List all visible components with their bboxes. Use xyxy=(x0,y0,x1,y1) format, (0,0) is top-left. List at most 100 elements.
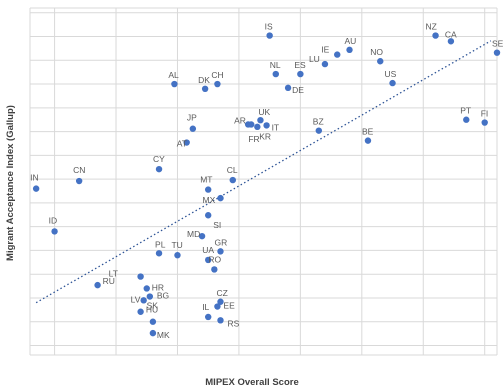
point-label-nl: NL xyxy=(270,60,281,70)
data-point-mk xyxy=(149,329,157,337)
data-point-id xyxy=(51,228,58,235)
data-point-nz xyxy=(432,32,439,39)
point-label-lu: LU xyxy=(309,54,320,64)
data-point-at xyxy=(183,139,190,146)
data-point-es xyxy=(297,70,304,78)
point-label-ru: RU xyxy=(103,276,115,286)
data-point-cl xyxy=(229,176,236,184)
point-label-cy: CY xyxy=(153,154,165,164)
point-label-at: AT xyxy=(177,139,187,149)
point-label-ee: EE xyxy=(223,301,235,311)
data-point-in xyxy=(32,185,40,192)
x-axis-title: MIPEX Overall Score xyxy=(205,377,298,388)
data-point-lv xyxy=(140,297,147,304)
point-label-gr: GR xyxy=(214,237,227,247)
point-label-is: IS xyxy=(265,22,273,32)
data-point-hu xyxy=(149,318,157,325)
point-label-be: BE xyxy=(362,127,374,137)
point-label-mt: MT xyxy=(200,175,212,185)
data-point-de xyxy=(284,84,292,92)
point-label-lt: LT xyxy=(109,269,118,279)
point-label-cn: CN xyxy=(73,165,85,175)
data-point-au xyxy=(346,46,353,54)
data-point-is xyxy=(266,32,273,39)
point-label-es: ES xyxy=(294,60,306,70)
point-label-hu: HU xyxy=(146,305,158,315)
data-point-dk xyxy=(201,85,209,93)
data-point-ca xyxy=(447,38,455,45)
point-label-kr: KR xyxy=(259,131,271,141)
point-label-it: IT xyxy=(272,122,280,132)
point-label-jp: JP xyxy=(187,113,197,123)
point-label-no: NO xyxy=(370,47,383,57)
data-point-ch xyxy=(214,80,221,88)
point-label-ua: UA xyxy=(202,245,214,255)
data-point-mx xyxy=(217,194,224,202)
point-label-fi: FI xyxy=(481,109,489,119)
data-point-cy xyxy=(155,165,163,173)
data-point-lt xyxy=(137,273,144,280)
data-point-rs xyxy=(217,317,224,324)
point-label-ro: RO xyxy=(208,254,221,264)
point-label-mk: MK xyxy=(157,330,170,340)
trendline xyxy=(35,40,492,304)
point-label-ar: AR xyxy=(234,115,246,125)
data-point-jp xyxy=(189,125,197,132)
data-point-mt xyxy=(204,186,212,193)
data-point-lu xyxy=(321,60,329,68)
point-label-us: US xyxy=(385,69,397,79)
point-label-de: DE xyxy=(292,85,304,95)
data-point-si xyxy=(204,212,212,219)
data-point-hr xyxy=(143,285,150,292)
data-point-pt xyxy=(463,116,470,123)
point-label-in: IN xyxy=(30,173,39,183)
data-point-no xyxy=(377,58,384,65)
point-label-ie: IE xyxy=(321,45,329,55)
data-point-us xyxy=(389,79,396,87)
point-label-uk: UK xyxy=(258,107,270,117)
data-point-ro xyxy=(211,266,218,273)
point-label-ch: CH xyxy=(211,70,223,80)
data-point-ua xyxy=(204,256,212,264)
point-label-cz: CZ xyxy=(216,288,227,298)
data-point-il xyxy=(204,313,212,321)
point-label-si: SI xyxy=(213,220,221,230)
data-point-it xyxy=(263,122,270,129)
data-point-al xyxy=(171,80,178,88)
point-label-id: ID xyxy=(49,215,58,225)
point-label-nz: NZ xyxy=(426,22,437,32)
data-point-md xyxy=(198,232,206,240)
point-label-lv: LV xyxy=(131,294,141,304)
data-point-gr xyxy=(217,248,224,255)
data-points xyxy=(32,32,501,337)
data-point-bg xyxy=(146,293,154,300)
data-point-ie xyxy=(334,51,341,58)
point-label-tu: TU xyxy=(171,240,182,250)
point-label-al: AL xyxy=(168,70,179,80)
point-label-au: AU xyxy=(345,36,357,46)
point-label-md: MD xyxy=(187,229,200,239)
point-label-mx: MX xyxy=(202,195,215,205)
data-point-be xyxy=(364,137,372,144)
data-point-uk xyxy=(257,116,264,124)
point-label-dk: DK xyxy=(198,75,210,85)
point-label-bz: BZ xyxy=(313,117,324,127)
point-label-rs: RS xyxy=(227,318,239,328)
y-axis-title: Migrant Acceptance Index (Gallup) xyxy=(5,105,16,261)
data-point-kr xyxy=(248,121,255,128)
point-label-fr: FR xyxy=(248,134,259,144)
data-point-fi xyxy=(481,119,488,126)
point-label-hr: HR xyxy=(152,282,164,292)
point-label-pt: PT xyxy=(460,106,471,116)
point-label-pl: PL xyxy=(155,239,166,249)
data-point-cn xyxy=(75,177,83,185)
point-label-bg: BG xyxy=(157,291,169,301)
data-point-bz xyxy=(315,127,323,134)
point-label-cl: CL xyxy=(227,165,238,175)
point-label-ca: CA xyxy=(445,29,457,39)
data-point-nl xyxy=(272,70,279,78)
data-point-cz xyxy=(217,298,224,305)
data-point-ee xyxy=(214,303,221,310)
